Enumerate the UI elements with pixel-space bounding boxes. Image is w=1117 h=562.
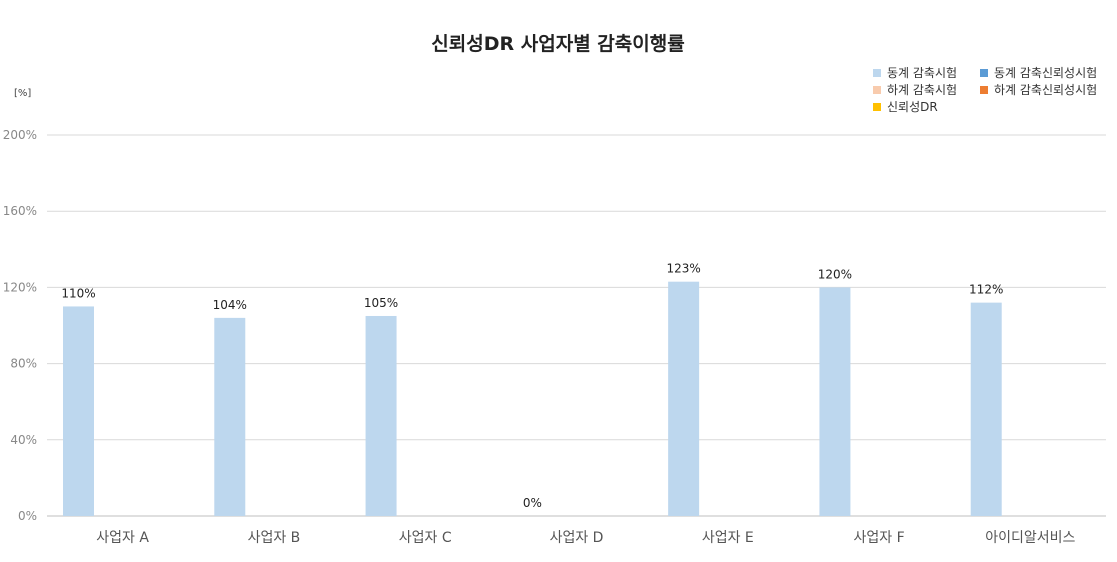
y-tick-label: 80% <box>10 357 37 371</box>
legend-label: 하계 감축신뢰성시험 <box>994 83 1097 97</box>
legend-swatch <box>873 69 881 77</box>
y-axis-unit-label: [%] <box>14 88 31 99</box>
data-label: 0% <box>523 496 542 510</box>
y-tick-label: 40% <box>10 433 37 447</box>
legend-label: 동계 감축시험 <box>887 66 957 80</box>
data-label: 104% <box>213 298 247 312</box>
legend-label: 동계 감축신뢰성시험 <box>994 66 1097 80</box>
x-tick-label: 사업자 E <box>702 530 754 546</box>
x-tick-label: 사업자 F <box>853 530 904 546</box>
data-label: 112% <box>969 283 1003 297</box>
x-tick-label: 아이디알서비스 <box>985 530 1075 546</box>
y-tick-label: 200% <box>3 128 37 142</box>
data-label: 120% <box>818 267 852 281</box>
x-tick-label: 사업자 A <box>96 530 149 546</box>
gridlines <box>47 134 1106 517</box>
data-label: 105% <box>364 296 398 310</box>
data-label: 110% <box>61 286 95 300</box>
bar <box>63 306 94 516</box>
bar <box>970 302 1002 516</box>
data-label: 123% <box>666 262 700 276</box>
bar <box>819 287 851 516</box>
x-tick-label: 사업자 D <box>550 530 604 546</box>
legend-swatch <box>873 103 881 111</box>
legend-swatch <box>980 69 988 77</box>
bars <box>63 281 1002 516</box>
chart-title: 신뢰성DR 사업자별 감축이행률 <box>431 33 684 55</box>
bar <box>365 315 397 516</box>
y-tick-label: 0% <box>18 509 37 523</box>
x-tick-label: 사업자 B <box>248 530 301 546</box>
legend-swatch <box>980 86 988 94</box>
y-tick-label: 120% <box>3 280 37 294</box>
y-axis-ticks: 0% 40% 80% 120% 160% 200% <box>3 128 37 523</box>
bar <box>668 281 700 516</box>
y-tick-label: 160% <box>3 204 37 218</box>
legend-swatch <box>873 86 881 94</box>
legend-label: 하계 감축시험 <box>887 83 957 97</box>
x-tick-label: 사업자 C <box>399 530 452 546</box>
data-labels: 110% 104% 105% 0% 123% 120% 112% <box>61 262 1003 510</box>
legend-label: 신뢰성DR <box>887 100 938 114</box>
bar <box>214 317 246 516</box>
x-axis-ticks: 사업자 A 사업자 B 사업자 C 사업자 D 사업자 E 사업자 F 아이디알서비스 <box>96 530 1075 546</box>
